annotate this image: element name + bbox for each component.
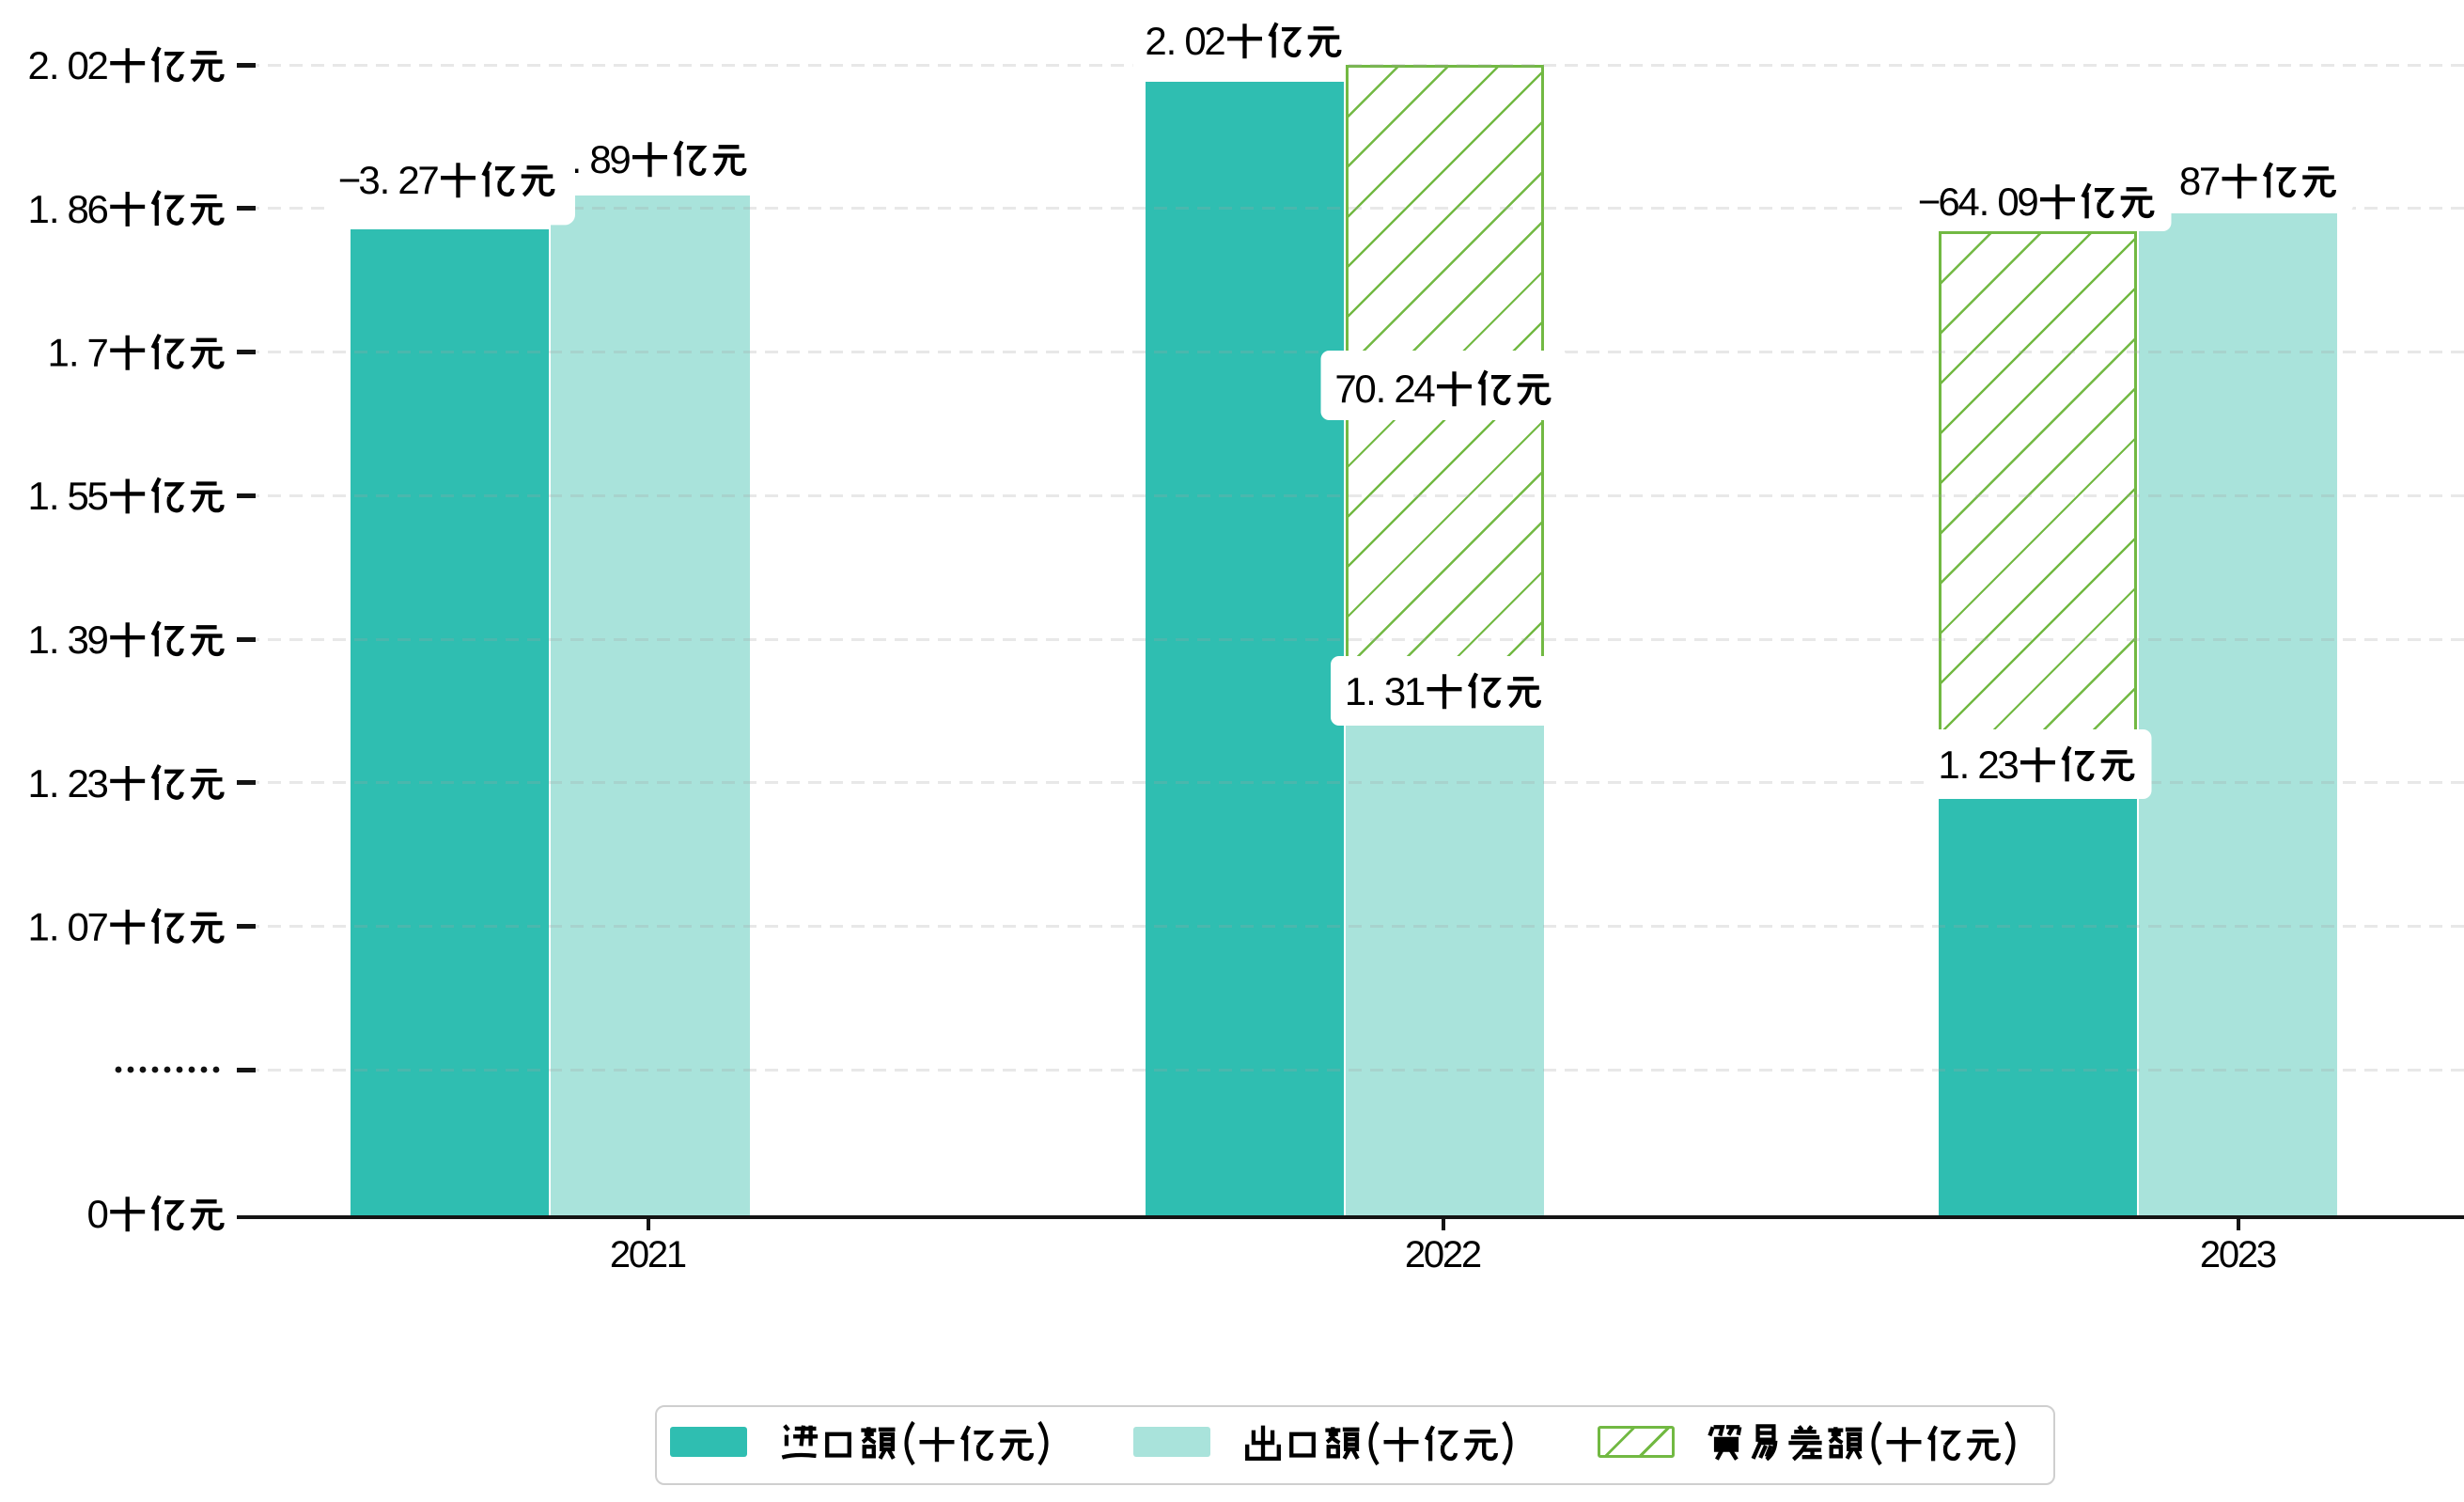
svg-text:2: 2 (1204, 19, 1225, 63)
svg-text:0: 0 (68, 43, 89, 87)
svg-text:7: 7 (2199, 159, 2221, 203)
svg-text:2: 2 (68, 761, 89, 806)
svg-text:3: 3 (68, 618, 89, 662)
svg-text:1: 1 (28, 187, 50, 231)
svg-text:1: 1 (666, 1234, 687, 1275)
svg-text:8: 8 (2179, 159, 2201, 203)
svg-text:8: 8 (589, 137, 611, 181)
svg-text:.: . (1979, 180, 1990, 224)
svg-text:.: . (49, 761, 60, 806)
svg-text:6: 6 (1938, 180, 1959, 224)
svg-text:4: 4 (1957, 180, 1979, 224)
svg-text:2: 2 (2200, 1234, 2221, 1275)
svg-text:9: 9 (609, 137, 631, 181)
svg-text:3: 3 (358, 158, 380, 202)
svg-text:1: 1 (28, 761, 50, 806)
svg-text:1: 1 (1404, 669, 1426, 713)
svg-text:2: 2 (1443, 1234, 1463, 1275)
svg-text:0: 0 (1424, 1234, 1444, 1275)
svg-text:7: 7 (87, 905, 109, 949)
svg-text:2: 2 (1394, 367, 1415, 411)
svg-text:.: . (571, 137, 583, 181)
svg-text:0: 0 (68, 905, 89, 949)
svg-text:0: 0 (87, 1192, 109, 1236)
svg-text:.: . (1959, 743, 1971, 787)
svg-text:0: 0 (1354, 367, 1376, 411)
svg-text:.: . (49, 187, 60, 231)
svg-text:3: 3 (1997, 743, 2019, 787)
svg-text:6: 6 (87, 187, 109, 231)
svg-text:5: 5 (87, 474, 109, 518)
svg-text:7: 7 (87, 331, 109, 375)
svg-text:0: 0 (1184, 19, 1206, 63)
svg-text:1: 1 (28, 618, 50, 662)
svg-text:3: 3 (1384, 669, 1406, 713)
svg-text:2: 2 (1145, 19, 1166, 63)
svg-text:1: 1 (1938, 743, 1959, 787)
svg-text:2: 2 (87, 43, 109, 87)
svg-text:.: . (69, 331, 80, 375)
svg-text:−: − (1918, 180, 1942, 224)
svg-text:0: 0 (1997, 180, 2019, 224)
svg-text:1: 1 (28, 905, 50, 949)
svg-text:.: . (49, 618, 60, 662)
svg-text:2: 2 (1977, 743, 1999, 787)
svg-text:2: 2 (647, 1234, 668, 1275)
svg-text:.: . (49, 474, 60, 518)
svg-text:7: 7 (417, 158, 439, 202)
svg-text:.: . (1365, 669, 1377, 713)
svg-text:.: . (1166, 19, 1177, 63)
svg-text:2: 2 (1405, 1234, 1426, 1275)
svg-text:7: 7 (1334, 367, 1356, 411)
svg-text:2: 2 (398, 158, 419, 202)
svg-text:2: 2 (1461, 1234, 1482, 1275)
svg-text:.: . (380, 158, 391, 202)
svg-text:3: 3 (2256, 1234, 2277, 1275)
svg-text:.: . (49, 905, 60, 949)
svg-text:9: 9 (87, 618, 109, 662)
svg-text:0: 0 (629, 1234, 649, 1275)
svg-text:.: . (49, 43, 60, 87)
svg-text:1: 1 (48, 331, 70, 375)
svg-text:1: 1 (1345, 669, 1366, 713)
svg-text:−: − (338, 158, 362, 202)
svg-text:2: 2 (2238, 1234, 2258, 1275)
svg-text:1: 1 (28, 474, 50, 518)
svg-text:2: 2 (28, 43, 50, 87)
svg-text:5: 5 (68, 474, 89, 518)
svg-text:8: 8 (68, 187, 89, 231)
svg-text:9: 9 (2017, 180, 2038, 224)
svg-text:2: 2 (610, 1234, 631, 1275)
svg-text:4: 4 (1413, 367, 1435, 411)
svg-text:.: . (1376, 367, 1387, 411)
svg-text:3: 3 (87, 761, 109, 806)
svg-text:0: 0 (2219, 1234, 2239, 1275)
